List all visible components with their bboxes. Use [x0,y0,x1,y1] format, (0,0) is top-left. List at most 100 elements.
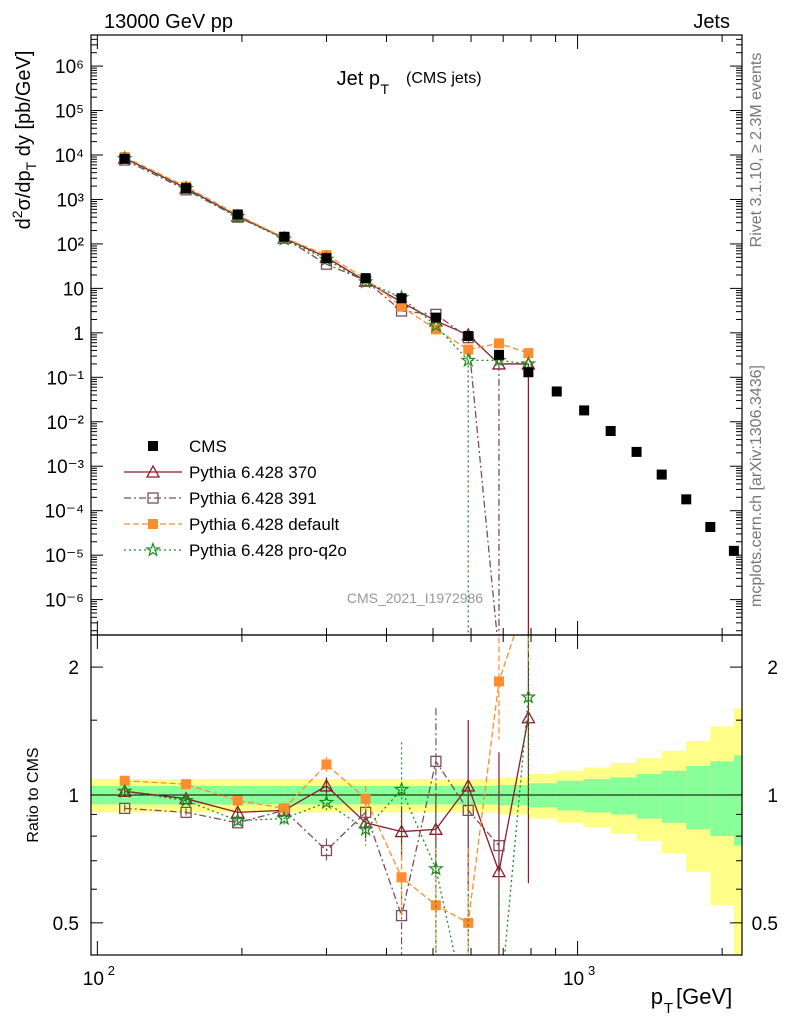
title-sub: T [380,81,389,97]
title-main: Jet p [337,68,380,90]
cms-data-point [119,153,130,164]
series-line [124,159,500,635]
cms-data-point [360,273,371,284]
header-left: 13000 GeV pp [104,11,233,33]
legend-label: Pythia 6.428 370 [189,463,317,482]
ratio-point [229,812,246,828]
cms-data-point [430,312,441,323]
ratio-point [181,779,192,790]
legend-marker [147,492,159,504]
mcplots-label: mcplots.cern.ch [arXiv:1306.3436] [748,365,765,607]
legend-item: Pythia 6.428 pro-q2o [124,541,347,560]
ratio-point [396,872,407,883]
y-tick-label: 10⁻² [47,413,85,434]
y-tick-label: 10⁵ [55,102,84,123]
chart-marks: 10⁻⁶ 10⁻⁵ 10⁻⁴ 10⁻³ 10⁻² 10⁻¹ 1 10 10² 10³ 10⁴ 10⁵ 1… [45,34,778,1023]
ratio-point [357,820,374,837]
cms-data-point [705,521,716,532]
y-tick-label: 10³ [57,190,84,211]
cms-data-point [579,405,590,416]
ratio-ylabel: Ratio to CMS [25,747,42,842]
top-ylabel: d2σ/dpT dy [pb/GeV] [9,51,39,230]
y-tick-label: 10² [57,235,84,256]
ratio-y-tick-label: 1 [767,786,778,807]
cms-data-point [656,469,667,480]
ratio-point [493,839,505,852]
svg-text:p: p [651,984,663,1009]
cms-data-point [279,231,290,242]
ratio-point [393,781,410,797]
data-point [396,301,407,312]
svg-text:Jet p: Jet p [337,68,380,90]
data-point [460,352,477,368]
legend: CMS Pythia 6.428 370 Pythia 6.428 391 Pythi… [124,437,347,560]
top-series [116,150,537,635]
ratio-point [520,688,537,704]
ratio-series [116,635,537,1023]
ratio-pythia-6.428-391 [119,708,505,955]
ratio-point [463,917,474,928]
stat-uncertainty-band [686,765,711,830]
legend-marker [148,441,158,451]
y-tick-label: 10⁻⁶ [45,591,84,612]
data-point [463,344,474,355]
data-point [427,317,444,333]
xlabel-suffix: [GeV] [676,984,732,1009]
cms-data-point [396,293,407,304]
ratio-point [462,804,474,816]
x-tick-label-exponent: 3 [588,963,595,978]
ratio-point [430,900,441,911]
title-suffix: (CMS jets) [406,70,482,87]
y-tick-label: 10⁻¹ [47,368,85,389]
ratio-point [430,755,442,767]
legend-item: Pythia 6.428 default [124,515,340,534]
ratio-point [318,794,335,810]
series-pythia-6.428-pro-q2o [116,150,537,635]
ratio-pythia-6.428-370 [117,635,536,955]
y-tick-label: 10⁶ [55,57,84,78]
ratio-point [493,1011,505,1023]
cms-data-point [321,253,332,264]
ratio-bands [91,708,742,955]
ratio-point [462,1011,474,1023]
ratio-point [276,810,293,826]
ratio-point [360,793,371,804]
cms-data-point [681,494,692,505]
cms-data-point [181,183,192,194]
ratio-point [116,782,133,799]
cms-data-point [493,349,504,360]
y-tick-label: 10⁻⁵ [45,546,84,567]
analysis-watermark: CMS_2021_I1972986 [347,590,483,606]
ratio-y-tick-label: 2 [767,658,778,679]
cms-data-point [631,446,642,457]
ratio-point [180,806,192,819]
x-tick-label-exponent: 2 [108,963,115,978]
data-point [493,338,504,349]
legend-item: CMS [148,437,227,456]
stat-uncertainty-band [710,761,734,837]
y-tick-label: 10⁴ [55,146,84,167]
xlabel-sub: T [664,1000,673,1017]
x-tick-label: 10 [563,969,584,990]
ratio-point [427,860,444,876]
ratio-point [232,795,243,806]
legend-label: CMS [189,437,227,456]
ratio-line [124,697,530,955]
ratio-point [394,824,409,838]
legend-marker [148,519,158,529]
x-axis-label: p T [GeV] [651,984,733,1017]
header-right: Jets [693,11,730,33]
y-tick-label: 1 [73,324,84,345]
series-pythia-6.428-391 [119,154,500,635]
ratio-point [279,803,290,814]
stat-uncertainty-band [636,774,662,819]
ratio-line [124,759,500,918]
ratio-point [320,844,333,857]
svg-text:d2σ/dpT dy [pb/GeV]: d2σ/dpT dy [pb/GeV] [9,51,39,230]
data-point [430,324,441,335]
ratio-pythia-6.428-pro-q2o [116,635,537,1023]
cms-data-point [232,209,243,220]
ratio-point [321,759,332,770]
series-cms [119,153,739,556]
y-tick-label: 10 [63,279,84,300]
